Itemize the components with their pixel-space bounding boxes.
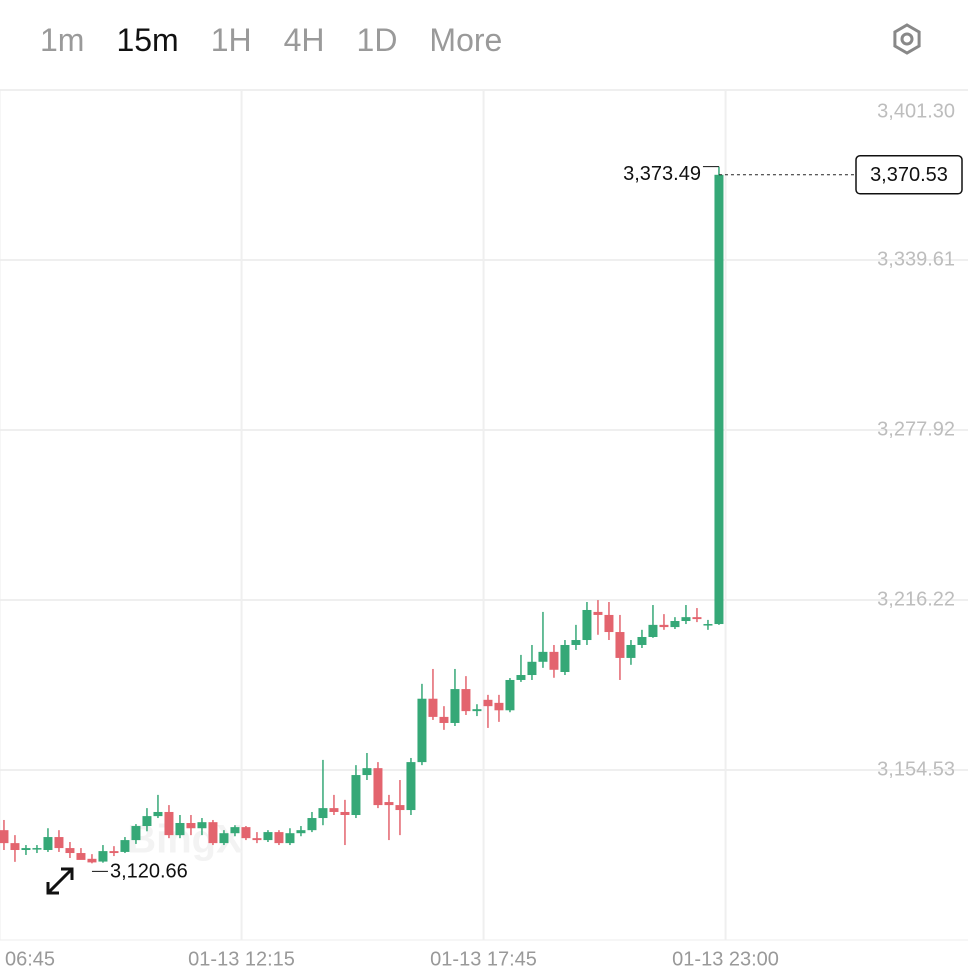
candle-body xyxy=(21,848,31,851)
timeframe-tab[interactable]: 15m xyxy=(116,21,179,58)
candle-body xyxy=(0,830,9,844)
settings-icon[interactable] xyxy=(893,23,921,55)
candle-body xyxy=(197,822,207,829)
candle-body xyxy=(120,840,130,852)
x-tick-label: 01-13 23:00 xyxy=(672,948,779,970)
candle-body xyxy=(439,716,449,723)
x-tick-label: 01-13 12:15 xyxy=(188,948,295,970)
candle-body xyxy=(285,833,295,844)
timeframe-tab[interactable]: 1H xyxy=(210,21,252,58)
y-tick-label: 3,216.22 xyxy=(877,588,955,610)
candle-body xyxy=(65,848,75,854)
candle-body xyxy=(54,837,64,849)
candle-body xyxy=(472,709,482,712)
candle-body xyxy=(450,689,460,723)
candle-body xyxy=(483,699,493,707)
candle-body xyxy=(87,858,97,863)
candle-body xyxy=(263,832,273,841)
candle-body xyxy=(340,811,350,816)
candle-body xyxy=(395,805,405,811)
candle-body xyxy=(494,702,504,711)
y-tick-label: 3,277.92 xyxy=(877,418,955,440)
candle-body xyxy=(252,838,262,841)
candle-body xyxy=(318,808,328,819)
candle-body xyxy=(329,808,339,812)
candle-body xyxy=(142,816,152,827)
candle-body xyxy=(10,843,20,851)
candle-body xyxy=(417,698,427,763)
timeframe-tab[interactable]: 4H xyxy=(283,21,325,58)
candle-body xyxy=(362,768,372,776)
candle-body xyxy=(714,174,724,625)
candle-body xyxy=(692,617,702,620)
candle-body xyxy=(648,624,658,637)
candle-body xyxy=(175,822,185,836)
candle-body xyxy=(549,651,559,670)
timeframe-tab[interactable]: 1m xyxy=(40,21,85,58)
max-label: 3,373.49 xyxy=(623,163,701,185)
candle-body xyxy=(109,851,119,854)
candle-body xyxy=(186,822,196,829)
candle-body xyxy=(527,661,537,676)
y-tick-label: 3,401.30 xyxy=(877,100,955,122)
candle-body xyxy=(516,675,526,680)
candle-body xyxy=(76,853,86,860)
candle-body xyxy=(219,833,229,844)
timeframe-bar: 1m 15m 1H 4H 1D More xyxy=(0,0,968,80)
candle-body xyxy=(582,609,592,641)
expand-icon[interactable] xyxy=(46,867,74,895)
candle-body xyxy=(351,775,361,816)
candle-body xyxy=(230,827,240,834)
candle-body xyxy=(274,832,284,844)
timeframe-tab[interactable]: More xyxy=(429,21,503,58)
timeframe-tab[interactable]: 1D xyxy=(356,21,398,58)
candle-body xyxy=(659,624,669,628)
candle-body xyxy=(208,822,218,844)
candle-body xyxy=(164,811,174,836)
candle-body xyxy=(538,651,548,662)
candle-body xyxy=(241,827,251,839)
candle-body xyxy=(593,611,603,615)
candle-body xyxy=(681,617,691,622)
last-price-box xyxy=(855,155,963,195)
candle-body xyxy=(615,632,625,658)
candle-body xyxy=(428,698,438,717)
candle-body xyxy=(32,848,42,850)
candle-body xyxy=(307,818,317,831)
x-tick-label: 01-13 17:45 xyxy=(430,948,537,970)
candle-body xyxy=(384,802,394,806)
min-label: 3,120.66 xyxy=(110,861,188,883)
candle-body xyxy=(98,851,108,862)
candle-body xyxy=(296,830,306,834)
candle-body xyxy=(505,679,515,711)
candle-body xyxy=(153,811,163,817)
candle-body xyxy=(373,768,383,806)
candle-body xyxy=(571,640,581,645)
y-tick-label: 3,154.53 xyxy=(877,758,955,780)
candle-body xyxy=(560,644,570,672)
candle-body xyxy=(670,621,680,628)
x-tick-label: 06:45 xyxy=(5,948,55,970)
last-price-label: 3,370.53 xyxy=(870,164,948,186)
candle-body xyxy=(406,762,416,811)
candle-body xyxy=(43,837,53,851)
candle-body xyxy=(703,624,713,626)
y-tick-label: 3,339.61 xyxy=(877,248,955,270)
grid xyxy=(0,89,968,940)
candle-body xyxy=(131,826,141,841)
candle-body xyxy=(637,636,647,645)
candle-body xyxy=(604,614,614,633)
candle-body xyxy=(461,689,471,712)
candle-body xyxy=(626,644,636,658)
